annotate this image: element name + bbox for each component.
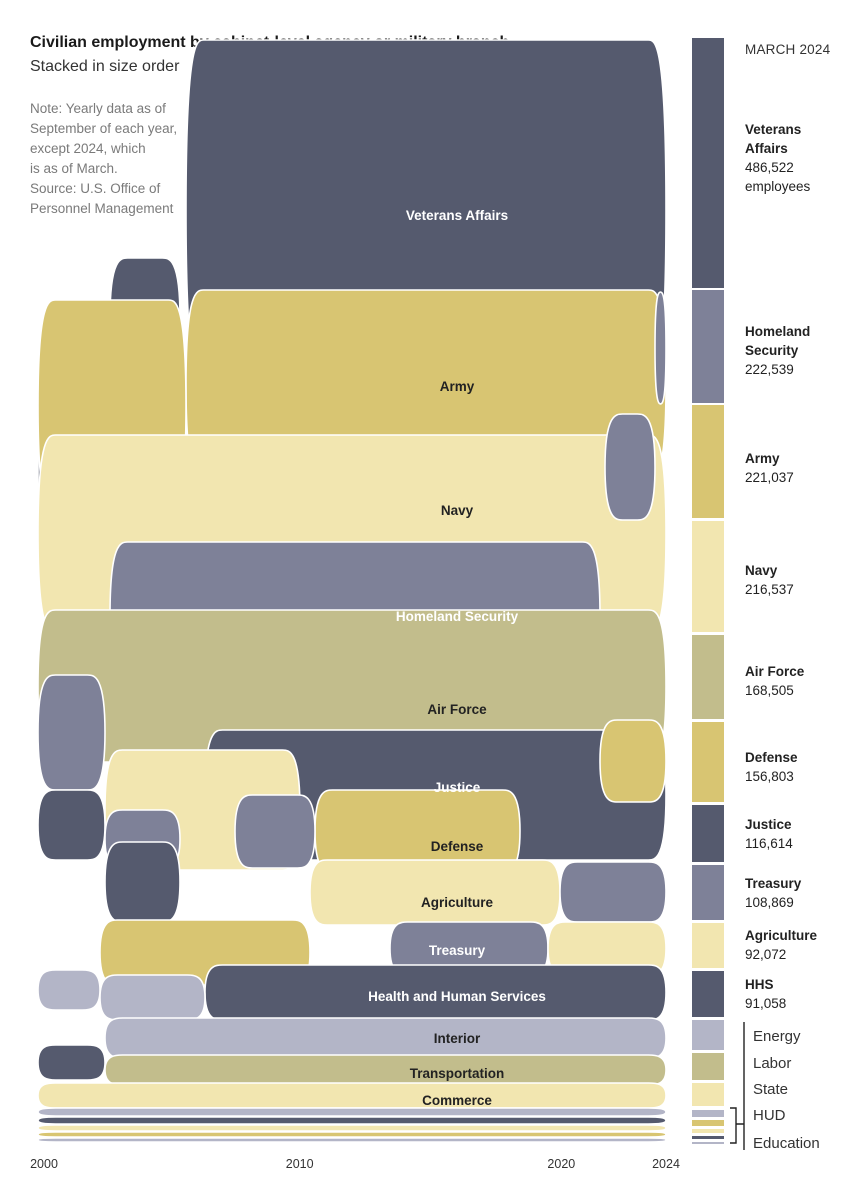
legend-item-treasury: Treasury 108,869 xyxy=(745,874,801,912)
band-energy-mid xyxy=(99,974,206,1021)
legend-item-homeland-security: Homeland Security 222,539 xyxy=(745,322,810,379)
legend-unit-label: employees xyxy=(745,179,811,194)
legend-bar-segment xyxy=(692,1083,724,1106)
legend-agency-name: Air Force xyxy=(745,664,805,679)
legend-agency-value: 222,539 xyxy=(745,362,794,377)
legend-item-navy: Navy 216,537 xyxy=(745,561,794,599)
legend-item-army: Army 221,037 xyxy=(745,449,794,487)
band-homeland-security-late xyxy=(604,413,656,521)
legend-agency-value: 108,869 xyxy=(745,895,794,910)
stream-label-interior: Interior xyxy=(434,1031,481,1046)
x-tick-label: 2010 xyxy=(285,1157,314,1171)
legend-bar-segment xyxy=(692,1020,724,1050)
band-small-d xyxy=(37,1131,667,1138)
legend-agency-name: HHS xyxy=(745,977,774,992)
stream-label-agriculture: Agriculture xyxy=(421,895,494,910)
band-interior xyxy=(104,1017,667,1059)
legend-agency-name: Justice xyxy=(745,817,792,832)
legend-bar-segment xyxy=(692,290,724,403)
legend-item-hhs: HHS 91,058 xyxy=(745,975,786,1013)
stream-label-army: Army xyxy=(440,379,475,394)
band-hhs-earliest xyxy=(37,1044,106,1081)
legend-agency-name: Defense xyxy=(745,750,798,765)
legend-small-hud: HUD xyxy=(753,1107,786,1124)
legend-bar-segment xyxy=(692,1129,724,1133)
legend-agency-value: 116,614 xyxy=(745,836,793,851)
x-tick-label: 2000 xyxy=(30,1157,58,1171)
legend-bar-segment xyxy=(692,635,724,719)
legend-agency-name: Agriculture xyxy=(745,928,818,943)
legend-agency-name: Veterans Affairs xyxy=(745,122,802,156)
x-tick-label: 2020 xyxy=(547,1157,576,1171)
chart-note: Note: Yearly data as of September of eac… xyxy=(30,101,178,216)
legend-bar-segment xyxy=(692,971,724,1017)
band-small-e xyxy=(37,1137,667,1143)
legend-bar-segment xyxy=(692,405,724,518)
band-treasury-mid xyxy=(234,794,316,869)
band-treasury-late xyxy=(559,861,667,923)
small-agencies-bracket xyxy=(730,1022,745,1150)
legend-bar-segment xyxy=(692,1136,724,1139)
band-homeland-security-2024 xyxy=(654,291,667,405)
band-agriculture xyxy=(309,859,561,926)
stream-label-treasury: Treasury xyxy=(429,943,486,958)
stream-label-justice: Justice xyxy=(434,780,481,795)
legend-bar-segment xyxy=(692,38,724,288)
legend-agency-value: 486,522 xyxy=(745,160,794,175)
legend-agency-value: 168,505 xyxy=(745,683,794,698)
legend-agency-name: Army xyxy=(745,451,780,466)
legend-agency-name: Homeland Security xyxy=(745,324,811,358)
legend-item-air-force: Air Force 168,505 xyxy=(745,662,804,700)
legend-agency-value: 156,803 xyxy=(745,769,794,784)
stream-label-health-and-human-services: Health and Human Services xyxy=(368,989,546,1004)
legend-bar-segment xyxy=(692,1053,724,1080)
legend-bar-segment xyxy=(692,865,724,920)
legend-bar-segment xyxy=(692,923,724,968)
stream-label-transportation: Transportation xyxy=(410,1066,505,1081)
legend-bar-segment xyxy=(692,1120,724,1126)
legend-small-labor: Labor xyxy=(753,1055,792,1072)
legend-item-defense: Defense 156,803 xyxy=(745,748,798,786)
legend-agency-name: Treasury xyxy=(745,876,802,891)
legend-agency-value: 216,537 xyxy=(745,582,794,597)
band-transportation xyxy=(104,1054,667,1086)
band-justice-early xyxy=(37,789,106,861)
legend-bar-segment xyxy=(692,1142,724,1144)
stream-label-navy: Navy xyxy=(441,503,474,518)
legend-bar-segment xyxy=(692,1110,724,1117)
legend-item-justice: Justice 116,614 xyxy=(745,815,793,853)
legend-item-veterans-affairs: Veterans Affairs 486,522 employees xyxy=(745,120,810,196)
legend-small-state: State xyxy=(753,1081,789,1098)
stream-label-commerce: Commerce xyxy=(422,1093,492,1108)
legend-agency-value: 92,072 xyxy=(745,947,787,962)
legend-date: MARCH 2024 xyxy=(745,42,831,57)
legend-agency-value: 221,037 xyxy=(745,470,794,485)
stream-label-defense: Defense xyxy=(431,839,484,854)
band-defense-late xyxy=(599,719,667,803)
legend-agency-value: 91,058 xyxy=(745,996,787,1011)
stream-label-veterans-affairs: Veterans Affairs xyxy=(406,208,508,223)
legend-bar-segment xyxy=(692,722,724,802)
band-small-b xyxy=(37,1116,667,1125)
band-small-c xyxy=(37,1124,667,1132)
band-commerce xyxy=(37,1082,667,1109)
band-energy-early xyxy=(37,969,101,1011)
legend-bar-segment xyxy=(692,521,724,632)
chart-subtitle: Stacked in size order xyxy=(30,58,180,75)
band-treasury-early-a xyxy=(37,674,106,791)
x-tick-label: 2024 xyxy=(652,1157,680,1171)
legend-agency-name: Navy xyxy=(745,563,778,578)
band-small-a xyxy=(37,1107,667,1117)
stream-label-air-force: Air Force xyxy=(427,702,487,717)
legend-bar-segment xyxy=(692,805,724,862)
legend-small-energy: Energy xyxy=(753,1028,801,1045)
legend-small-education: Education xyxy=(753,1135,820,1152)
band-hhs-early xyxy=(104,841,181,923)
legend-item-agriculture: Agriculture 92,072 xyxy=(745,926,817,964)
stream-label-homeland-security: Homeland Security xyxy=(396,609,519,624)
